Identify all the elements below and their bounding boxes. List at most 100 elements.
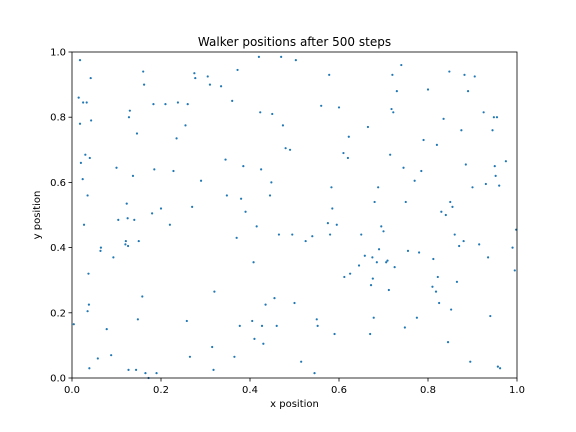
data-point [115,166,118,169]
data-point [337,106,341,109]
data-point [137,239,140,243]
data-point [235,236,238,239]
data-point [311,235,314,238]
data-point [82,101,85,104]
data-point [72,323,75,326]
data-point [413,179,416,182]
data-point [194,76,197,80]
chart-title: Walker positions after 500 steps [198,35,391,49]
data-point [369,283,373,287]
data-point [448,70,451,73]
data-point [168,223,171,226]
data-point [392,111,395,114]
data-point [446,341,450,344]
x-tick-label: 0.0 [64,385,80,396]
data-point [271,112,274,116]
data-point [164,103,167,106]
data-point [333,332,336,336]
plot-area-frame [71,51,518,379]
data-point [494,174,497,177]
data-point [141,295,144,298]
data-point [498,367,502,370]
data-point [264,303,267,306]
data-point [371,277,374,280]
data-point [486,256,490,259]
data-point [105,328,108,331]
data-point [473,75,476,78]
data-point [188,355,192,358]
data-point [155,372,158,375]
data-point [260,324,264,327]
data-point [478,243,481,246]
data-point [440,210,443,213]
data-point [458,244,461,248]
x-tick-label: 0.4 [242,385,258,396]
data-point [275,324,278,327]
data-point [88,367,91,370]
data-point [391,73,394,76]
data-point [366,125,370,129]
data-point [346,156,349,160]
data-point [315,318,318,321]
data-point [211,345,214,349]
data-point [175,137,178,140]
data-point [208,83,212,86]
data-point [304,239,307,243]
data-point [444,213,447,217]
data-point [491,129,494,132]
data-point [86,310,89,313]
data-point [219,85,223,88]
data-point [360,233,363,236]
data-point [498,184,501,187]
data-point [372,316,375,319]
data-point [329,233,332,236]
data-point [432,257,435,261]
data-point [451,205,454,208]
data-point [255,225,258,228]
data-point [277,233,281,236]
data-point [172,169,175,173]
data-point [78,122,82,125]
data-point [320,104,323,107]
data-point [291,233,294,236]
data-point [242,165,245,168]
data-point [496,365,499,368]
data-point [112,256,115,259]
data-point [426,88,430,91]
data-points [72,55,518,380]
data-point [212,368,215,371]
data-point [387,288,390,292]
data-point [79,161,82,164]
data-point [400,63,403,67]
data-point [153,168,156,171]
data-point [389,153,392,156]
y-tick-label: 1.0 [50,48,66,59]
data-point [460,129,463,132]
data-point [135,132,139,135]
data-point [78,59,82,62]
data-point [124,239,127,243]
data-point [375,261,378,264]
data-point [300,360,303,363]
data-point [88,156,91,160]
x-axis-ticks: 0.0 0.2 0.4 0.6 0.8 1.0 [64,378,525,396]
y-axis-label: y position [32,191,43,240]
data-point [363,254,366,257]
x-tick-label: 1.0 [509,385,525,396]
x-tick-label: 0.6 [331,385,347,396]
data-point [347,135,350,138]
data-point [126,217,129,220]
data-point [369,332,372,336]
data-point [199,179,203,182]
data-point [86,194,89,197]
data-point [142,70,145,73]
data-point [464,163,467,166]
data-point [268,194,272,197]
data-point [117,218,120,221]
data-point [380,225,383,228]
data-point [126,244,130,248]
data-point [252,261,255,264]
data-point [294,59,297,62]
data-point [206,75,209,78]
